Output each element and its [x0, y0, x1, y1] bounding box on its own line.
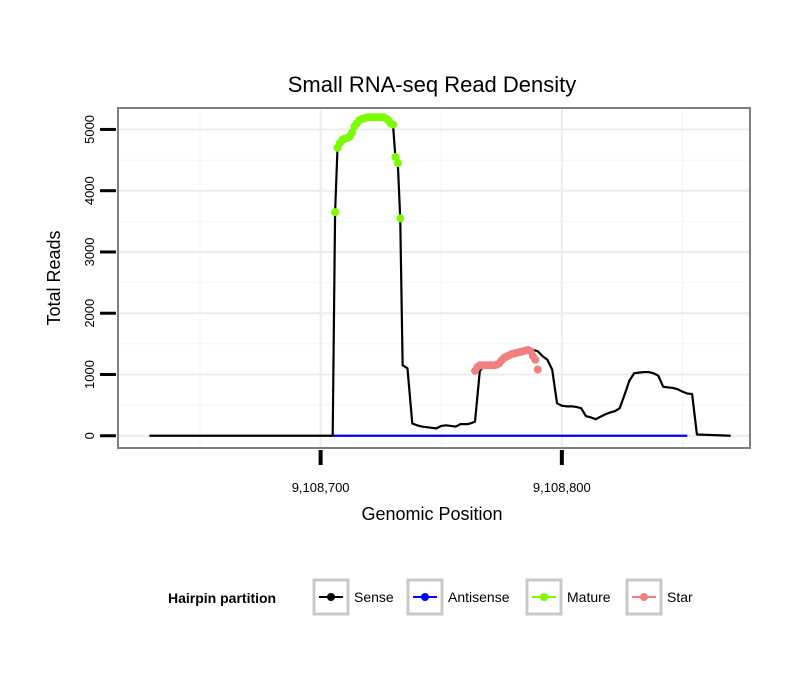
legend-label-mature: Mature — [567, 589, 611, 605]
x-axis-title: Genomic Position — [361, 504, 502, 524]
data-point-mature — [393, 159, 402, 168]
data-point-mature — [388, 120, 397, 129]
y-axis: 0 1000 2000 3000 4000 5000 — [82, 115, 116, 439]
chart-title: Small RNA-seq Read Density — [288, 72, 577, 97]
legend-key-point-antisense — [421, 593, 429, 601]
series-layer — [149, 113, 731, 437]
legend-item-mature: Mature — [525, 578, 611, 616]
legend: Hairpin partition Sense Antisense Mature St… — [168, 578, 693, 616]
x-tick-label: 9,108,700 — [292, 480, 350, 495]
data-point-mature — [391, 153, 400, 162]
series-star — [471, 345, 542, 375]
legend-label-star: Star — [667, 589, 693, 605]
legend-item-sense: Sense — [312, 578, 394, 616]
y-tick-label: 4000 — [82, 176, 97, 205]
grid-minor — [118, 108, 750, 448]
y-tick-label: 5000 — [82, 115, 97, 144]
legend-key-point-sense — [327, 593, 335, 601]
y-tick-label: 0 — [82, 432, 97, 439]
y-tick-label: 3000 — [82, 238, 97, 267]
y-tick-label: 1000 — [82, 360, 97, 389]
y-axis-title: Total Reads — [44, 230, 64, 325]
plot-panel — [118, 108, 750, 448]
x-axis: 9,108,700 9,108,800 — [292, 450, 591, 495]
legend-key-point-star — [640, 593, 648, 601]
y-tick-label: 2000 — [82, 299, 97, 328]
legend-label-antisense: Antisense — [448, 589, 510, 605]
data-point-star — [531, 355, 540, 364]
series-mature — [331, 113, 405, 223]
x-tick-label: 9,108,800 — [533, 480, 591, 495]
legend-key-point-mature — [540, 593, 548, 601]
plot-border — [117, 107, 751, 449]
legend-item-star: Star — [625, 578, 693, 616]
data-point-mature — [331, 208, 340, 217]
data-point-mature — [347, 128, 356, 137]
legend-title: Hairpin partition — [168, 590, 276, 606]
data-point-star — [533, 365, 542, 374]
data-point-mature — [396, 214, 405, 223]
legend-label-sense: Sense — [354, 589, 394, 605]
legend-item-antisense: Antisense — [406, 578, 510, 616]
